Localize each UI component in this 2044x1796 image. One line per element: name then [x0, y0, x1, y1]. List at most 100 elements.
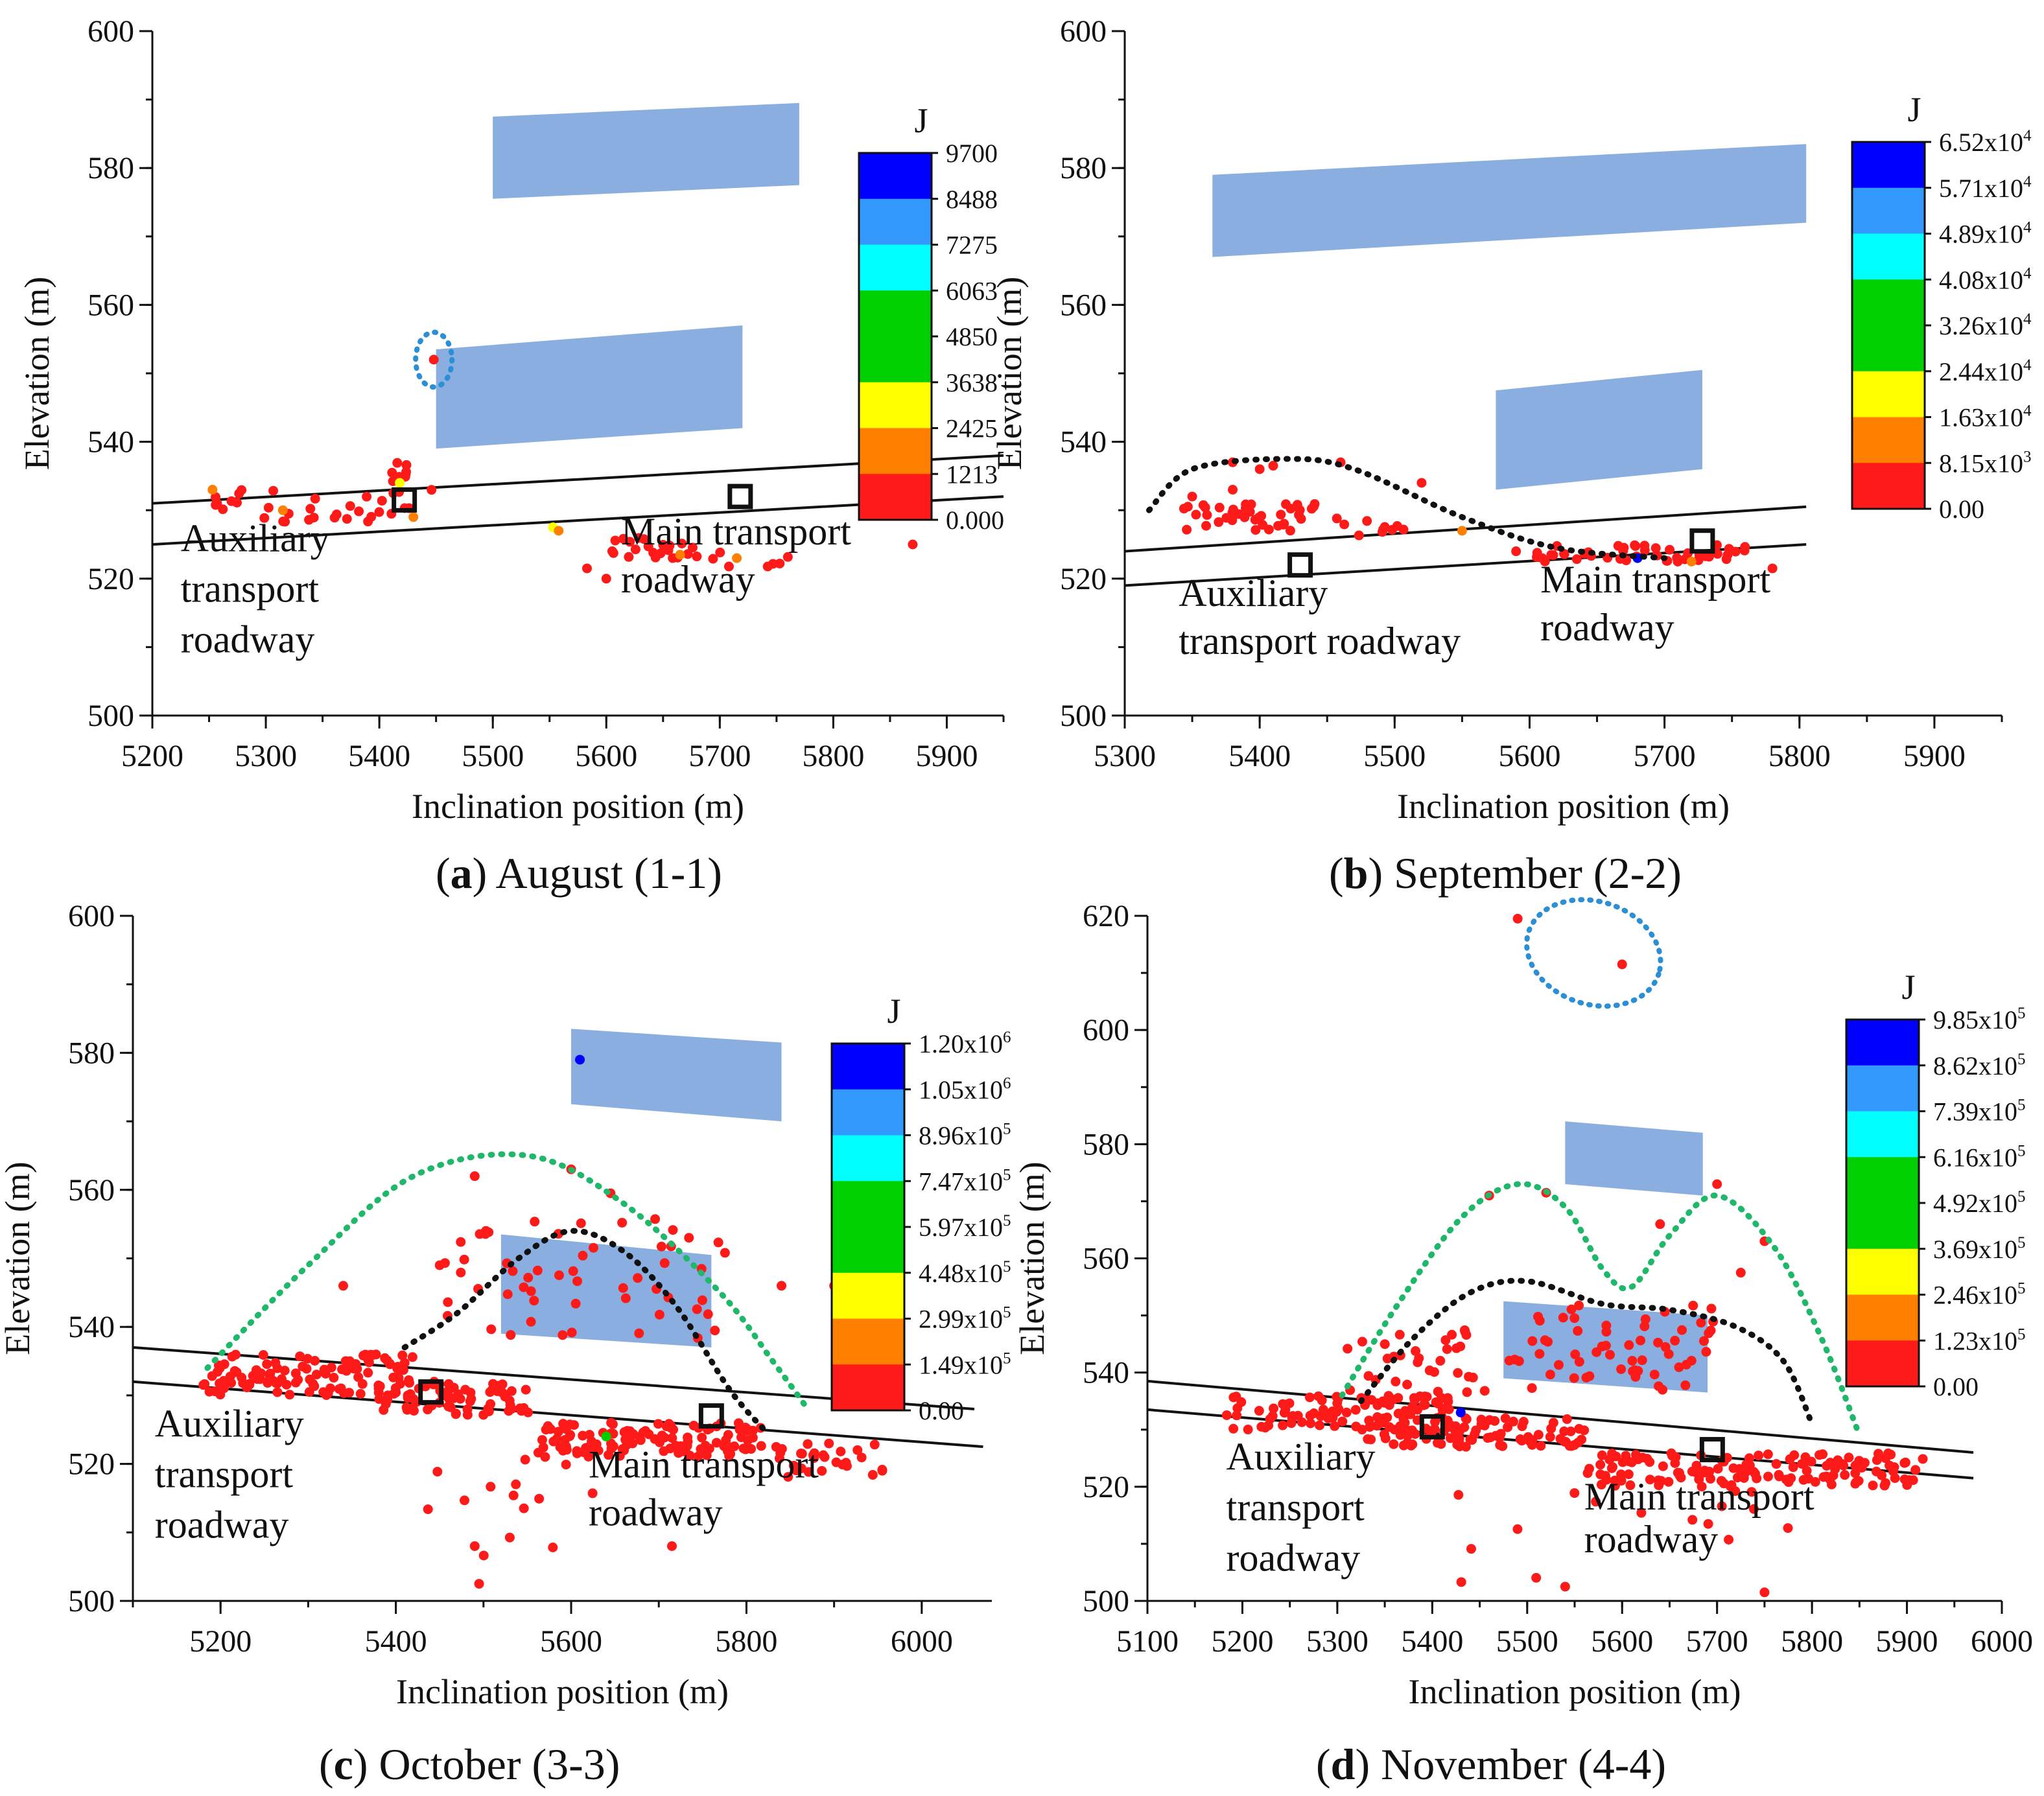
event-point: [1339, 519, 1350, 530]
event-point: [1517, 1421, 1527, 1432]
event-point: [305, 504, 316, 514]
event-point: [1559, 1436, 1569, 1447]
event-point: [263, 502, 274, 513]
colorbar-label: 4.92x105: [1933, 1188, 2026, 1218]
event-point: [268, 485, 279, 496]
event-point: [774, 1453, 784, 1464]
event-point: [1315, 1420, 1325, 1430]
event-point: [1566, 1304, 1577, 1314]
roadway-marker-1: [1419, 1414, 1445, 1440]
event-point: [1569, 1488, 1580, 1499]
event-point: [1637, 1355, 1647, 1366]
colorbar-segment: [1852, 187, 1925, 234]
x-tick-label: 5700: [1634, 739, 1696, 773]
y-tick-label: 600: [88, 14, 134, 49]
event-point: [1512, 913, 1523, 924]
x-axis-label: Inclination position (m): [396, 1672, 729, 1711]
event-point: [200, 1379, 210, 1389]
event-point: [1851, 1477, 1861, 1487]
event-point: [304, 515, 314, 525]
event-point: [429, 355, 439, 365]
event-point: [617, 1217, 628, 1228]
event-point: [1737, 1471, 1748, 1481]
event-point: [1309, 1408, 1319, 1419]
event-point: [1744, 1460, 1755, 1471]
event-point: [664, 1419, 674, 1429]
event-point: [685, 1451, 695, 1461]
event-point: [578, 1250, 588, 1261]
event-point: [618, 1283, 628, 1293]
roadway-label: roadway: [155, 1503, 289, 1546]
colorbar-segment: [1852, 233, 1925, 280]
event-point: [511, 1479, 521, 1489]
colorbar-label: 0.00: [919, 1396, 964, 1425]
x-tick-label: 5200: [189, 1624, 252, 1659]
panel-august: Auxiliary transport roadway Main transport r…: [18, 14, 1005, 898]
event-point: [1251, 525, 1261, 535]
event-point: [869, 1440, 880, 1450]
event-point: [1413, 1357, 1423, 1368]
y-tick-label: 600: [68, 899, 115, 933]
event-point: [1464, 1371, 1474, 1382]
event-point: [1918, 1454, 1928, 1464]
event-point: [256, 1368, 266, 1379]
event-point: [1802, 1465, 1812, 1476]
colorbar-segment: [859, 474, 932, 520]
goaf-zone-1: [493, 102, 799, 199]
event-point: [384, 1359, 395, 1369]
event-point: [1680, 1380, 1691, 1390]
colorbar-segment: [1846, 1294, 1919, 1341]
event-point: [1771, 1459, 1781, 1469]
colorbar-segment: [1846, 1203, 1919, 1250]
event-point: [323, 1388, 333, 1399]
event-point: [732, 553, 742, 563]
event-point: [1391, 1377, 1401, 1387]
event-point: [1545, 1370, 1555, 1380]
event-point: [259, 513, 270, 523]
event-point: [554, 526, 564, 536]
event-point: [1748, 1504, 1759, 1514]
event-point: [1527, 1336, 1538, 1346]
event-point: [659, 544, 670, 554]
event-point: [1722, 550, 1733, 560]
event-point: [692, 552, 702, 562]
event-point: [1645, 1475, 1655, 1485]
event-point: [392, 458, 403, 468]
event-point: [607, 546, 617, 557]
event-point: [293, 1375, 303, 1385]
event-point: [841, 1458, 851, 1468]
event-point: [1467, 1435, 1477, 1445]
outlier-highlight-circle: [1524, 897, 1663, 1009]
event-point: [1297, 1417, 1307, 1427]
event-point: [374, 1394, 384, 1405]
event-point: [572, 1276, 583, 1287]
colorbar-label: 3.26x104: [1939, 310, 2032, 340]
event-point: [1687, 1515, 1698, 1525]
event-point: [877, 1465, 887, 1476]
event-point: [1389, 1439, 1399, 1449]
event-point: [1278, 1399, 1288, 1409]
colorbar-segment: [1846, 1111, 1919, 1158]
event-point: [1601, 1327, 1612, 1337]
event-point: [1409, 1393, 1419, 1403]
event-point: [1540, 1335, 1550, 1346]
event-point: [1402, 1438, 1413, 1448]
event-point: [692, 1304, 702, 1314]
colorbar-label: 6.52x104: [1939, 127, 2032, 157]
colorbar-label: 2.99x105: [919, 1304, 1011, 1334]
roadway-marker-2: [1689, 528, 1715, 554]
panel-caption: (b) September (2-2): [1329, 848, 1682, 898]
event-point: [1558, 1312, 1568, 1323]
event-point: [215, 1390, 226, 1400]
event-point: [1553, 1360, 1564, 1370]
event-point: [1545, 1432, 1555, 1442]
roadway-label: transport roadway: [1179, 620, 1461, 662]
event-point: [1453, 1368, 1463, 1378]
x-tick-label: 5700: [688, 739, 751, 773]
event-point: [1330, 1421, 1340, 1431]
event-point: [1806, 1456, 1816, 1467]
event-point: [1500, 1413, 1510, 1423]
event-point: [1187, 491, 1197, 502]
event-point: [1879, 1480, 1890, 1491]
